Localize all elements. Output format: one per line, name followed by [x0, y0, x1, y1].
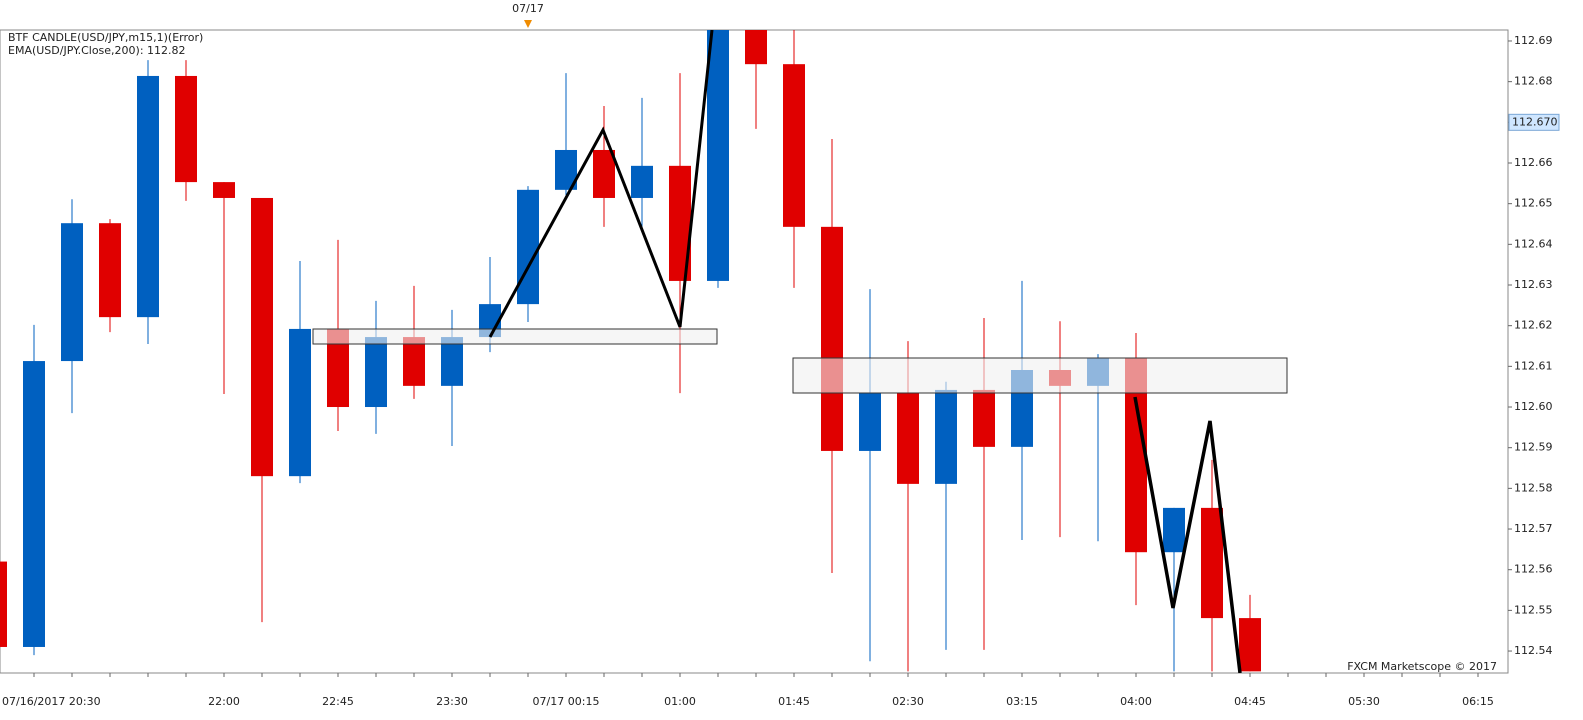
candle-body: [821, 226, 843, 451]
y-tick-label: 112.56: [1514, 563, 1553, 576]
zone-box: [312, 328, 718, 345]
watermark: FXCM Marketscope © 2017: [1347, 660, 1497, 673]
candle-body: [859, 393, 881, 451]
candle-body: [1239, 618, 1261, 672]
candle-body: [631, 165, 653, 198]
y-tick-label: 112.69: [1514, 34, 1553, 47]
x-tick-label: 06:15: [1462, 695, 1494, 708]
y-tick-label: 112.60: [1514, 400, 1553, 413]
zigzag-line: [488, 30, 714, 338]
candles: [0, 30, 1261, 672]
zone-box: [792, 357, 1288, 394]
legend-text: EMA(USD/JPY.Close,200): 112.82: [8, 44, 186, 57]
y-tick-label: 112.64: [1514, 237, 1553, 250]
candle-body: [23, 361, 45, 647]
x-tick-label: 22:45: [322, 695, 354, 708]
x-tick-label: 23:30: [436, 695, 468, 708]
x-tick-label: 01:00: [664, 695, 696, 708]
y-tick-label: 112.63: [1514, 278, 1553, 291]
candle-body: [555, 149, 577, 190]
candle-body: [783, 64, 805, 227]
candle-body: [175, 75, 197, 183]
candle-body: [327, 328, 349, 408]
candle-body: [61, 223, 83, 362]
x-tick-label: 04:45: [1234, 695, 1266, 708]
x-tick-label: 05:30: [1348, 695, 1380, 708]
y-tick-label: 112.61: [1514, 359, 1553, 372]
candle-body: [365, 337, 387, 408]
candle-body: [213, 182, 235, 198]
y-tick-label: 112.62: [1514, 319, 1553, 332]
y-tick-label: 112.68: [1514, 75, 1553, 88]
date-marker-icon: [524, 20, 532, 28]
y-tick-label: 112.55: [1514, 603, 1553, 616]
x-tick-label: 01:45: [778, 695, 810, 708]
candle-body: [707, 30, 729, 281]
candle-body: [935, 389, 957, 484]
x-tick-label: 02:30: [892, 695, 924, 708]
x-tick-label: 07/17 00:15: [533, 695, 600, 708]
candle-body: [0, 561, 7, 647]
y-tick-label: 112.57: [1514, 522, 1553, 535]
candle-body: [669, 165, 691, 281]
x-tick-label: 04:00: [1120, 695, 1152, 708]
candle-body: [99, 223, 121, 318]
candle-body: [1201, 507, 1223, 619]
last-price-label: 112.670: [1512, 115, 1558, 128]
candle-body: [517, 189, 539, 305]
zigzag-line: [1133, 396, 1242, 673]
candle-body: [137, 75, 159, 318]
candle-body: [745, 30, 767, 65]
candle-body: [1125, 357, 1147, 553]
legend-text: BTF CANDLE(USD/JPY,m15,1)(Error): [8, 31, 203, 44]
candle-body: [289, 328, 311, 477]
candle-body: [1163, 507, 1185, 553]
y-tick-label: 112.59: [1514, 441, 1553, 454]
last-price-tag: [1508, 113, 1560, 131]
y-tick-label: 112.58: [1514, 481, 1553, 494]
candle-body: [251, 197, 273, 477]
candle-body: [973, 389, 995, 447]
candle-body: [897, 393, 919, 484]
y-tick-label: 112.65: [1514, 197, 1553, 210]
plot-area: [0, 29, 1509, 674]
candle-body: [593, 149, 615, 198]
annotations: [312, 30, 1288, 673]
y-tick-label: 112.66: [1514, 156, 1553, 169]
x-tick-label: 07/16/2017 20:30: [2, 695, 101, 708]
x-tick-label: 22:00: [208, 695, 240, 708]
candle-body: [403, 337, 425, 386]
x-tick-label: 03:15: [1006, 695, 1038, 708]
y-tick-label: 112.54: [1514, 644, 1553, 657]
candle-body: [441, 337, 463, 386]
date-marker: 07/17: [512, 2, 544, 15]
